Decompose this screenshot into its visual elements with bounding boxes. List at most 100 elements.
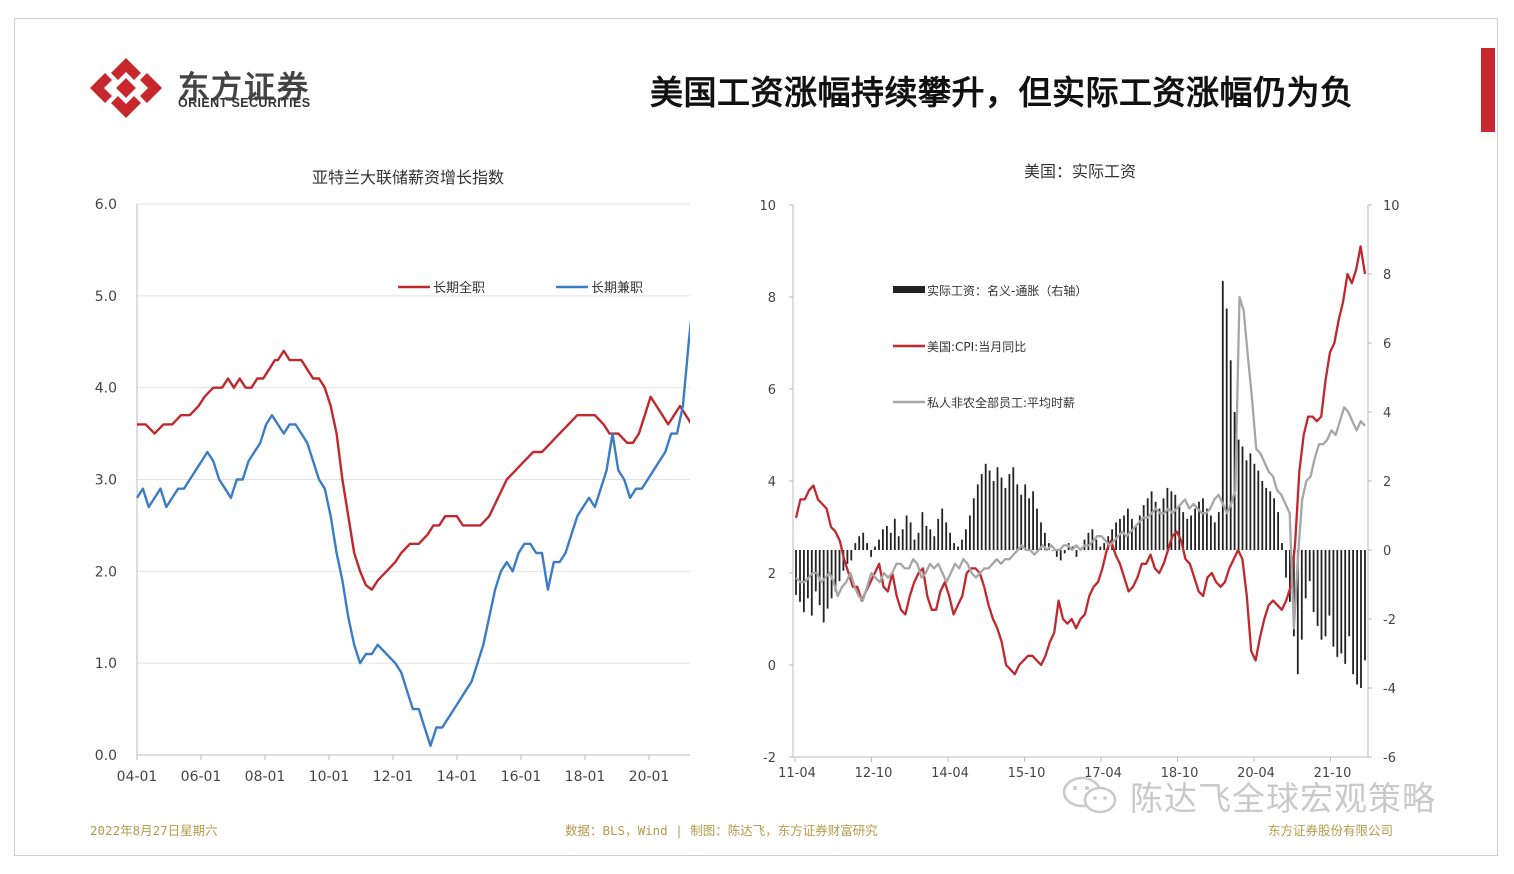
real-wage-bar (996, 467, 999, 550)
chart2-right-tick-label: -4 (1383, 682, 1396, 697)
real-wage-bar (984, 463, 987, 551)
real-wage-bar (921, 512, 924, 550)
real-wage-bar (917, 532, 920, 551)
real-wage-bar (1269, 491, 1272, 550)
real-wage-bar (945, 522, 948, 550)
real-wage-bar (1296, 550, 1299, 675)
real-wage-bar (988, 470, 991, 550)
real-wage-bar (1154, 501, 1157, 550)
real-wage-bar (826, 550, 829, 609)
chart2-left-tick-label: -2 (763, 751, 776, 766)
real-wage-bar (1063, 550, 1066, 554)
chart2-right-tick-label: -2 (1383, 613, 1396, 628)
real-wage-bar (1182, 512, 1185, 550)
real-wage-chart: 美国：实际工资 -2 0 2 4 6 8 10 -6 -4 -2 0 2 4 6 8 10 11-04 12-1… (759, 162, 1399, 781)
real-wage-bar (854, 543, 857, 550)
real-wage-bar (1131, 518, 1133, 550)
real-wage-bar (1352, 550, 1354, 675)
chart2-title: 美国：实际工资 (1024, 162, 1136, 181)
real-wage-bar (1115, 522, 1117, 550)
real-wage-bar (1059, 550, 1062, 561)
chart2-legend: 实际工资：名义-通胀（右轴） 美国:CPI:当月同比 私人非农全部员工:平均时薪 (893, 283, 1087, 410)
chart2-right-tick-label: 4 (1383, 406, 1391, 421)
real-wage-bar (976, 484, 979, 550)
chart2-left-tick-label: 8 (768, 291, 776, 306)
chart1-x-tick-label: 16-01 (501, 769, 542, 785)
real-wage-bar (1202, 498, 1204, 551)
real-wage-bar (1360, 550, 1362, 688)
chart1-series-line-1 (135, 318, 690, 747)
real-wage-bar (1324, 550, 1327, 637)
real-wage-bar (1012, 467, 1015, 550)
real-wage-bar (807, 550, 809, 599)
chart2-series-line-1 (795, 295, 1366, 630)
real-wage-bar (1245, 460, 1248, 550)
chart2-right-tick-label: 8 (1383, 268, 1391, 283)
real-wage-bar (1044, 532, 1046, 551)
real-wage-bar (799, 550, 801, 602)
real-wage-bar (1190, 515, 1192, 550)
real-wage-bar (1111, 529, 1113, 550)
chart2-left-tick-label: 10 (759, 199, 776, 214)
real-wage-bar (1217, 512, 1220, 550)
real-wage-bar (886, 525, 888, 550)
real-wage-bar (866, 543, 868, 550)
real-wage-bar (889, 532, 892, 551)
real-wage-bar (1036, 508, 1038, 550)
real-wage-bar (814, 550, 817, 592)
orient-logo-icon (90, 58, 162, 118)
real-wage-bar (1000, 477, 1003, 550)
real-wage-bar (1051, 550, 1054, 551)
chart2-left-tick-label: 4 (768, 475, 776, 490)
logo-english-text: ORIENT SECURITIES (178, 96, 311, 110)
chart2-left-tick-label: 0 (768, 659, 776, 674)
real-wage-bar (1340, 550, 1343, 654)
chart1-x-tick-label: 04-01 (117, 769, 158, 785)
real-wage-bar (953, 543, 955, 550)
logo: 东方证券 ORIENT SECURITIES (86, 56, 376, 118)
real-wage-bar (1225, 308, 1228, 550)
chart1-legend: 长期全职 长期兼职 (398, 280, 643, 296)
chart1-title: 亚特兰大联储薪资增长指数 (312, 168, 504, 187)
real-wage-bar (834, 550, 837, 592)
real-wage-bar (822, 550, 825, 623)
real-wage-bar (1229, 360, 1232, 551)
real-wage-bar (905, 515, 908, 550)
legend-part-time: 长期兼职 (591, 281, 643, 296)
real-wage-bar (925, 525, 928, 550)
real-wage-bar (1194, 508, 1196, 550)
real-wage-bar (1257, 470, 1260, 550)
legend-real-wage: 实际工资：名义-通胀（右轴） (927, 283, 1087, 298)
real-wage-bar (1040, 522, 1042, 550)
real-wage-bar (949, 532, 951, 551)
chart2-x-tick-label: 17-04 (1084, 766, 1122, 781)
real-wage-bar (1261, 481, 1264, 550)
real-wage-bar (1198, 501, 1200, 550)
real-wage-bar (1016, 484, 1019, 550)
footer-date: 2022年8月27日星期六 (90, 823, 218, 838)
real-wage-bar (933, 536, 936, 550)
slide-title: 美国工资涨幅持续攀升，但实际工资涨幅仍为负 (650, 73, 1354, 112)
chart1-x-tick-label: 10-01 (309, 769, 350, 785)
real-wage-bar (897, 536, 900, 550)
real-wage-bar (1008, 474, 1011, 550)
real-wage-bar (1095, 539, 1098, 550)
real-wage-bar (1249, 453, 1252, 550)
real-wage-bar (992, 481, 995, 550)
watermark: 陈达飞全球宏观策略 (1060, 772, 1460, 818)
wechat-icon (1062, 776, 1117, 814)
legend-hourly-earnings: 私人非农全部员工:平均时薪 (927, 395, 1075, 410)
real-wage-bar (1004, 487, 1007, 550)
real-wage-bar (1150, 491, 1153, 550)
real-wage-bar (870, 550, 872, 557)
real-wage-bar (972, 498, 975, 551)
chart1-x-tick-label: 14-01 (437, 769, 478, 785)
real-wage-bar (1241, 446, 1244, 550)
real-wage-bar (913, 539, 916, 550)
real-wage-bar (941, 508, 944, 550)
chart2-x-tick-label: 11-04 (778, 766, 816, 781)
chart1-y-tick-label: 6.0 (95, 197, 117, 213)
real-wage-bar (1138, 515, 1141, 550)
real-wage-bar (1210, 515, 1212, 550)
real-wage-bar (937, 518, 940, 550)
